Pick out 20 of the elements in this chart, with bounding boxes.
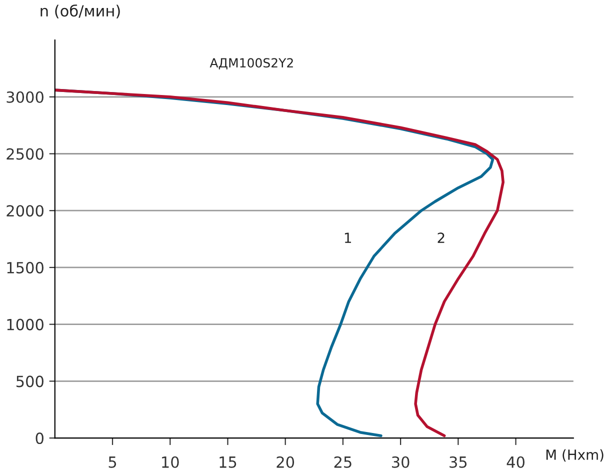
text: АДМ100S2Y2 [210, 58, 293, 70]
y-tick-label: 2000 [6, 205, 44, 217]
annotation: 1 [344, 232, 351, 243]
y-axis-title: n (об/мин) [40, 4, 120, 18]
y-tick-label: 1500 [7, 262, 44, 274]
x-tick-label: 40 [506, 456, 524, 468]
x-tick-label: 15 [220, 456, 236, 468]
y-tick-label: 2500 [6, 148, 44, 160]
x-tick-label: 10 [162, 456, 179, 468]
x-tick-label: 35 [450, 456, 467, 468]
y-tick-label: 1000 [7, 318, 44, 330]
x-tick-label: 20 [276, 456, 294, 468]
y-tick-label: 500 [16, 376, 44, 388]
x-axis-title: M (Hxm) [546, 449, 604, 462]
y-tick-label: 3000 [6, 91, 44, 103]
x-tick-label: 30 [392, 456, 410, 468]
x-tick-label: 25 [334, 456, 352, 468]
x-tick-label: 5 [108, 456, 116, 468]
annotation: 2 [438, 232, 444, 243]
y-tick-label: 0 [36, 432, 44, 444]
